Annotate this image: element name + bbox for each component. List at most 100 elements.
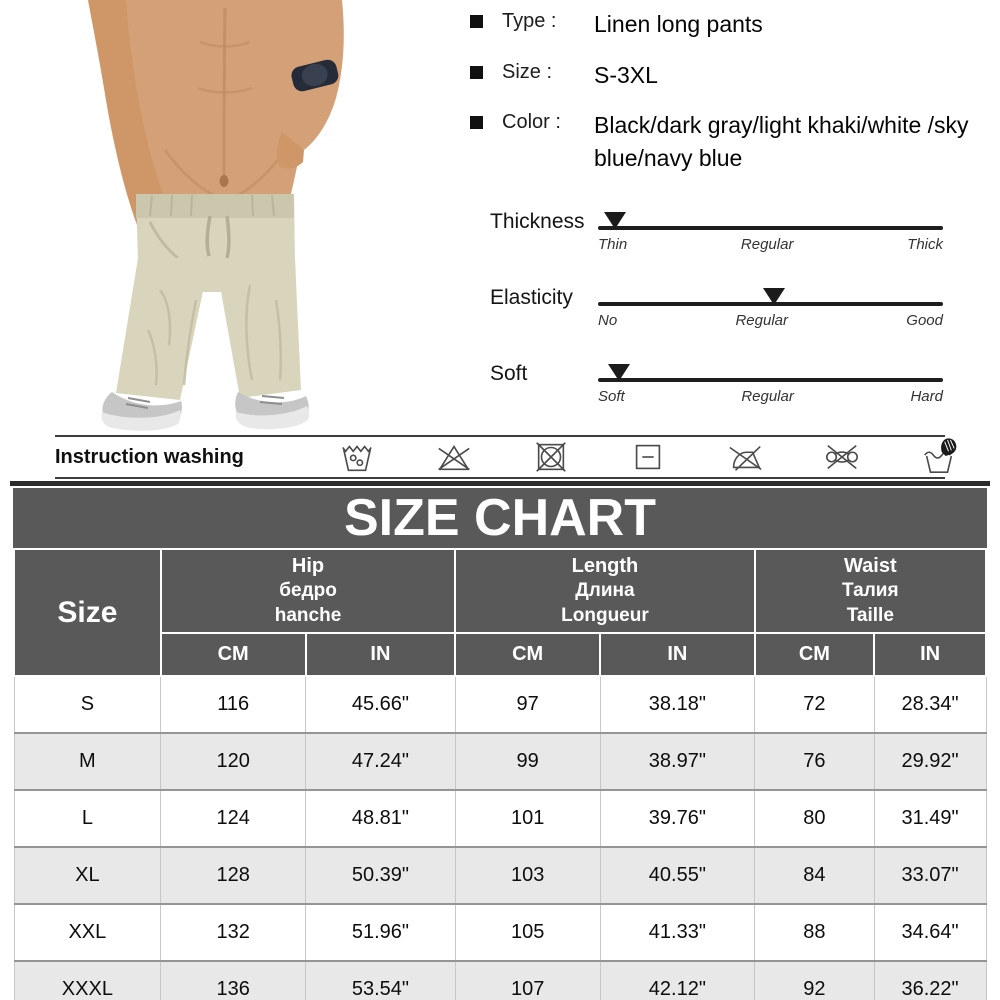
column-group-length: Length Длина Longueur bbox=[454, 548, 756, 634]
product-details: Type : Linen long pants Size : S-3XL Col… bbox=[470, 8, 995, 193]
column-group-hip: Hip бедро hanche bbox=[159, 548, 457, 634]
do-not-bleach-icon bbox=[438, 445, 470, 471]
detail-value: S-3XL bbox=[594, 61, 658, 88]
slider-scale: Thin Regular Thick bbox=[598, 236, 943, 253]
measure-cell: 84 bbox=[754, 846, 875, 905]
measure-cell: 120 bbox=[160, 732, 307, 791]
table-row: XL 128 50.39" 103 40.55" 84 33.07" bbox=[13, 846, 987, 905]
table-row: XXL 132 51.96" 105 41.33" 88 34.64" bbox=[13, 903, 987, 962]
attribute-sliders: Thickness Thin Regular Thick Elasticity … bbox=[462, 200, 1000, 428]
product-photo bbox=[0, 0, 460, 434]
size-cell: S bbox=[13, 675, 162, 734]
man-in-linen-pants-illustration bbox=[0, 0, 460, 434]
size-chart-title: SIZE CHART bbox=[13, 488, 987, 548]
measure-cell: 53.54" bbox=[305, 960, 456, 1000]
do-not-iron-icon bbox=[729, 445, 762, 471]
measure-cell: 88 bbox=[754, 903, 875, 962]
measure-cell: 31.49" bbox=[873, 789, 987, 848]
slider-track bbox=[598, 288, 943, 306]
slider-elasticity: Elasticity No Regular Good bbox=[462, 276, 1000, 352]
unit-header: IN bbox=[873, 632, 987, 677]
measure-cell: 80 bbox=[754, 789, 875, 848]
measure-cell: 99 bbox=[454, 732, 601, 791]
table-row: M 120 47.24" 99 38.97" 76 29.92" bbox=[13, 732, 987, 791]
detail-label: Type : bbox=[502, 10, 557, 32]
slider-marker-icon bbox=[604, 212, 627, 229]
measure-cell: 97 bbox=[454, 675, 601, 734]
measure-cell: 92 bbox=[754, 960, 875, 1000]
scale-right: Good bbox=[906, 312, 943, 329]
scale-left: Soft bbox=[598, 388, 625, 405]
detail-value: Linen long pants bbox=[594, 11, 763, 37]
group-label-ru: Талия bbox=[842, 580, 899, 602]
unit-header: IN bbox=[304, 632, 457, 677]
group-label-en: Waist bbox=[844, 555, 897, 578]
detail-size: Size : S-3XL bbox=[470, 59, 995, 92]
washing-icons bbox=[338, 438, 958, 476]
measure-cell: 136 bbox=[160, 960, 307, 1000]
measure-cell: 38.18" bbox=[599, 675, 756, 734]
slider-marker-icon bbox=[607, 364, 630, 381]
measure-cell: 40.55" bbox=[599, 846, 756, 905]
size-table: Size Hip бедро hanche Length Длина Longu… bbox=[13, 548, 988, 1000]
section-divider bbox=[10, 481, 990, 486]
table-row: XXXL 136 53.54" 107 42.12" 92 36.22" bbox=[13, 960, 987, 1000]
slider-label: Elasticity bbox=[490, 286, 573, 309]
slider-thickness: Thickness Thin Regular Thick bbox=[462, 200, 1000, 276]
measure-cell: 47.24" bbox=[305, 732, 456, 791]
scale-mid: Regular bbox=[735, 312, 788, 329]
group-label-fr: Taille bbox=[846, 605, 894, 626]
hand-wash-icon bbox=[924, 438, 957, 474]
size-cell: XXXL bbox=[13, 960, 162, 1000]
detail-color: Color : Black/dark gray/light khaki/whit… bbox=[470, 109, 995, 174]
slider-scale: No Regular Good bbox=[598, 312, 943, 329]
column-group-waist: Waist Талия Taille bbox=[753, 548, 988, 634]
measure-cell: 42.12" bbox=[599, 960, 756, 1000]
slider-label: Thickness bbox=[490, 210, 585, 233]
measure-cell: 48.81" bbox=[305, 789, 456, 848]
measure-cell: 41.33" bbox=[599, 903, 756, 962]
table-row: S 116 45.66" 97 38.18" 72 28.34" bbox=[13, 675, 987, 734]
table-row: L 124 48.81" 101 39.76" 80 31.49" bbox=[13, 789, 987, 848]
machine-wash-icon bbox=[342, 445, 372, 472]
measure-cell: 36.22" bbox=[873, 960, 987, 1000]
washing-title: Instruction washing bbox=[55, 445, 244, 468]
measure-cell: 33.07" bbox=[873, 846, 987, 905]
do-not-tumble-dry-icon bbox=[536, 442, 566, 472]
scale-left: Thin bbox=[598, 236, 628, 253]
group-label-ru: бедро bbox=[279, 580, 337, 602]
square-bullet-icon bbox=[470, 65, 483, 79]
detail-value: Black/dark gray/light khaki/white /sky b… bbox=[594, 112, 969, 171]
dry-flat-icon bbox=[635, 444, 661, 470]
slider-soft: Soft Soft Regular Hard bbox=[462, 352, 1000, 428]
measure-cell: 72 bbox=[754, 675, 875, 734]
washing-instructions: Instruction washing bbox=[0, 435, 1000, 479]
slider-label: Soft bbox=[490, 362, 528, 385]
scale-left: No bbox=[598, 312, 618, 329]
group-label-en: Hip bbox=[291, 555, 325, 578]
measure-cell: 39.76" bbox=[599, 789, 756, 848]
measure-cell: 116 bbox=[160, 675, 307, 734]
size-cell: XXL bbox=[13, 903, 162, 962]
size-chart-section: SIZE CHART Size Hip бедро hanche Length … bbox=[13, 488, 988, 1000]
slider-track bbox=[598, 364, 943, 382]
detail-label: Color : bbox=[502, 111, 561, 134]
measure-cell: 76 bbox=[754, 732, 875, 791]
measure-cell: 101 bbox=[454, 789, 601, 848]
measure-cell: 51.96" bbox=[305, 903, 456, 962]
slider-marker-icon bbox=[762, 288, 785, 305]
group-label-fr: Longueur bbox=[561, 605, 649, 626]
size-cell: XL bbox=[13, 846, 162, 905]
measure-cell: 132 bbox=[160, 903, 307, 962]
group-label-fr: hanche bbox=[274, 605, 342, 626]
column-header-size: Size bbox=[13, 548, 162, 677]
measure-cell: 128 bbox=[160, 846, 307, 905]
unit-header: CM bbox=[159, 632, 307, 677]
slider-track bbox=[598, 212, 943, 230]
measure-cell: 103 bbox=[454, 846, 601, 905]
measure-cell: 34.64" bbox=[873, 903, 987, 962]
group-label-en: Length bbox=[571, 555, 639, 578]
scale-right: Hard bbox=[910, 388, 943, 405]
do-not-wring-icon bbox=[825, 444, 859, 470]
